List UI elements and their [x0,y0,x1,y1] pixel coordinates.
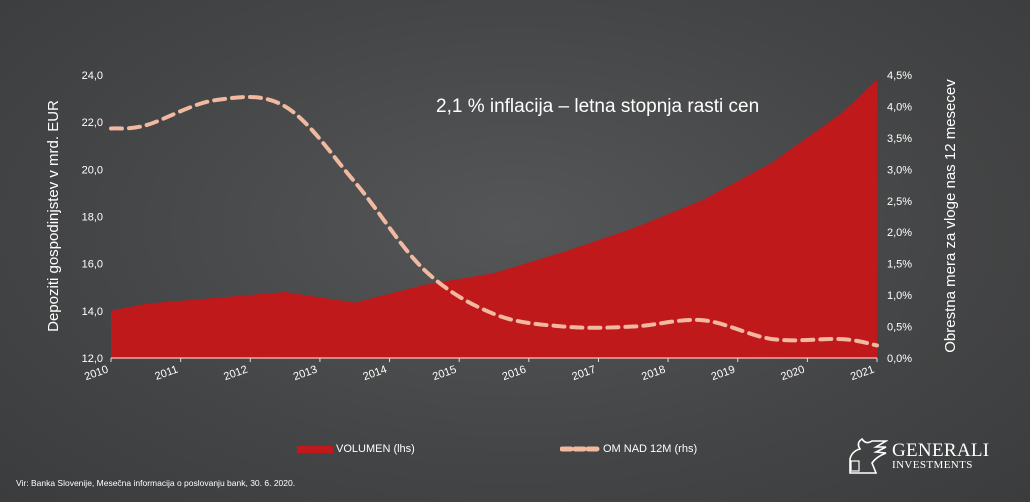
x-tick-label: 2017 [570,364,597,384]
x-tick-label: 2021 [849,364,876,384]
x-tick-label: 2014 [361,364,388,384]
generali-logo: GENERALI INVESTMENTS [846,437,989,475]
y2-tick-label: 4,0% [887,101,912,113]
y2-tick-label: 1,0% [887,290,912,302]
y-tick-label: 12,0 [82,353,103,365]
x-tick-label: 2020 [779,364,806,384]
legend-volume: VOLUMEN (lhs) [297,443,415,455]
x-tick-label: 2019 [710,364,737,384]
y2-tick-label: 2,0% [887,227,912,239]
y2-tick-label: 2,5% [887,196,912,208]
logo-line2: INVESTMENTS [892,459,973,471]
source-note: Vir: Banka Slovenije, Mesečna informacij… [16,478,296,488]
y-axis-title: Depoziti gospodinjstev v mrd. EUR [45,100,62,332]
rate-line [109,94,879,348]
x-tick-label: 2018 [640,364,667,384]
y2-tick-label: 3,0% [887,164,912,176]
y-tick-label: 16,0 [82,259,103,271]
y-tick-label: 18,0 [82,212,103,224]
legend-volume-swatch [297,445,333,453]
y2-tick-label: 4,5% [887,70,912,82]
legend-rate-label: OM NAD 12M (rhs) [603,443,698,455]
x-tick-label: 2013 [292,364,319,384]
x-tick-label: 2010 [83,364,110,384]
y-tick-label: 24,0 [82,70,103,82]
y2-tick-label: 3,5% [887,133,912,145]
y2-tick-label: 0,0% [887,353,912,365]
x-tick-label: 2012 [222,364,249,384]
logo-line1: GENERALI [892,440,990,461]
y2-axis-title: Obrestna mera za vloge nas 12 mesecev [942,79,959,353]
x-tick-label: 2011 [153,364,179,383]
legend-rate: OM NAD 12M (rhs) [560,443,697,455]
x-tick-label: 2016 [501,364,528,384]
y2-tick-label: 1,5% [887,259,912,271]
y-tick-label: 20,0 [82,164,103,176]
y2-tick-label: 0,5% [887,322,912,334]
lion-icon [849,437,888,474]
y-tick-label: 14,0 [82,306,103,318]
chart-title: 2,1 % inflacija – letna stopnja rasti ce… [436,96,760,117]
y-tick-label: 22,0 [82,117,103,129]
legend-volume-label: VOLUMEN (lhs) [336,443,415,455]
legend-rate-swatch [560,446,600,452]
x-tick-label: 2015 [431,364,458,384]
volume-area [111,79,877,358]
